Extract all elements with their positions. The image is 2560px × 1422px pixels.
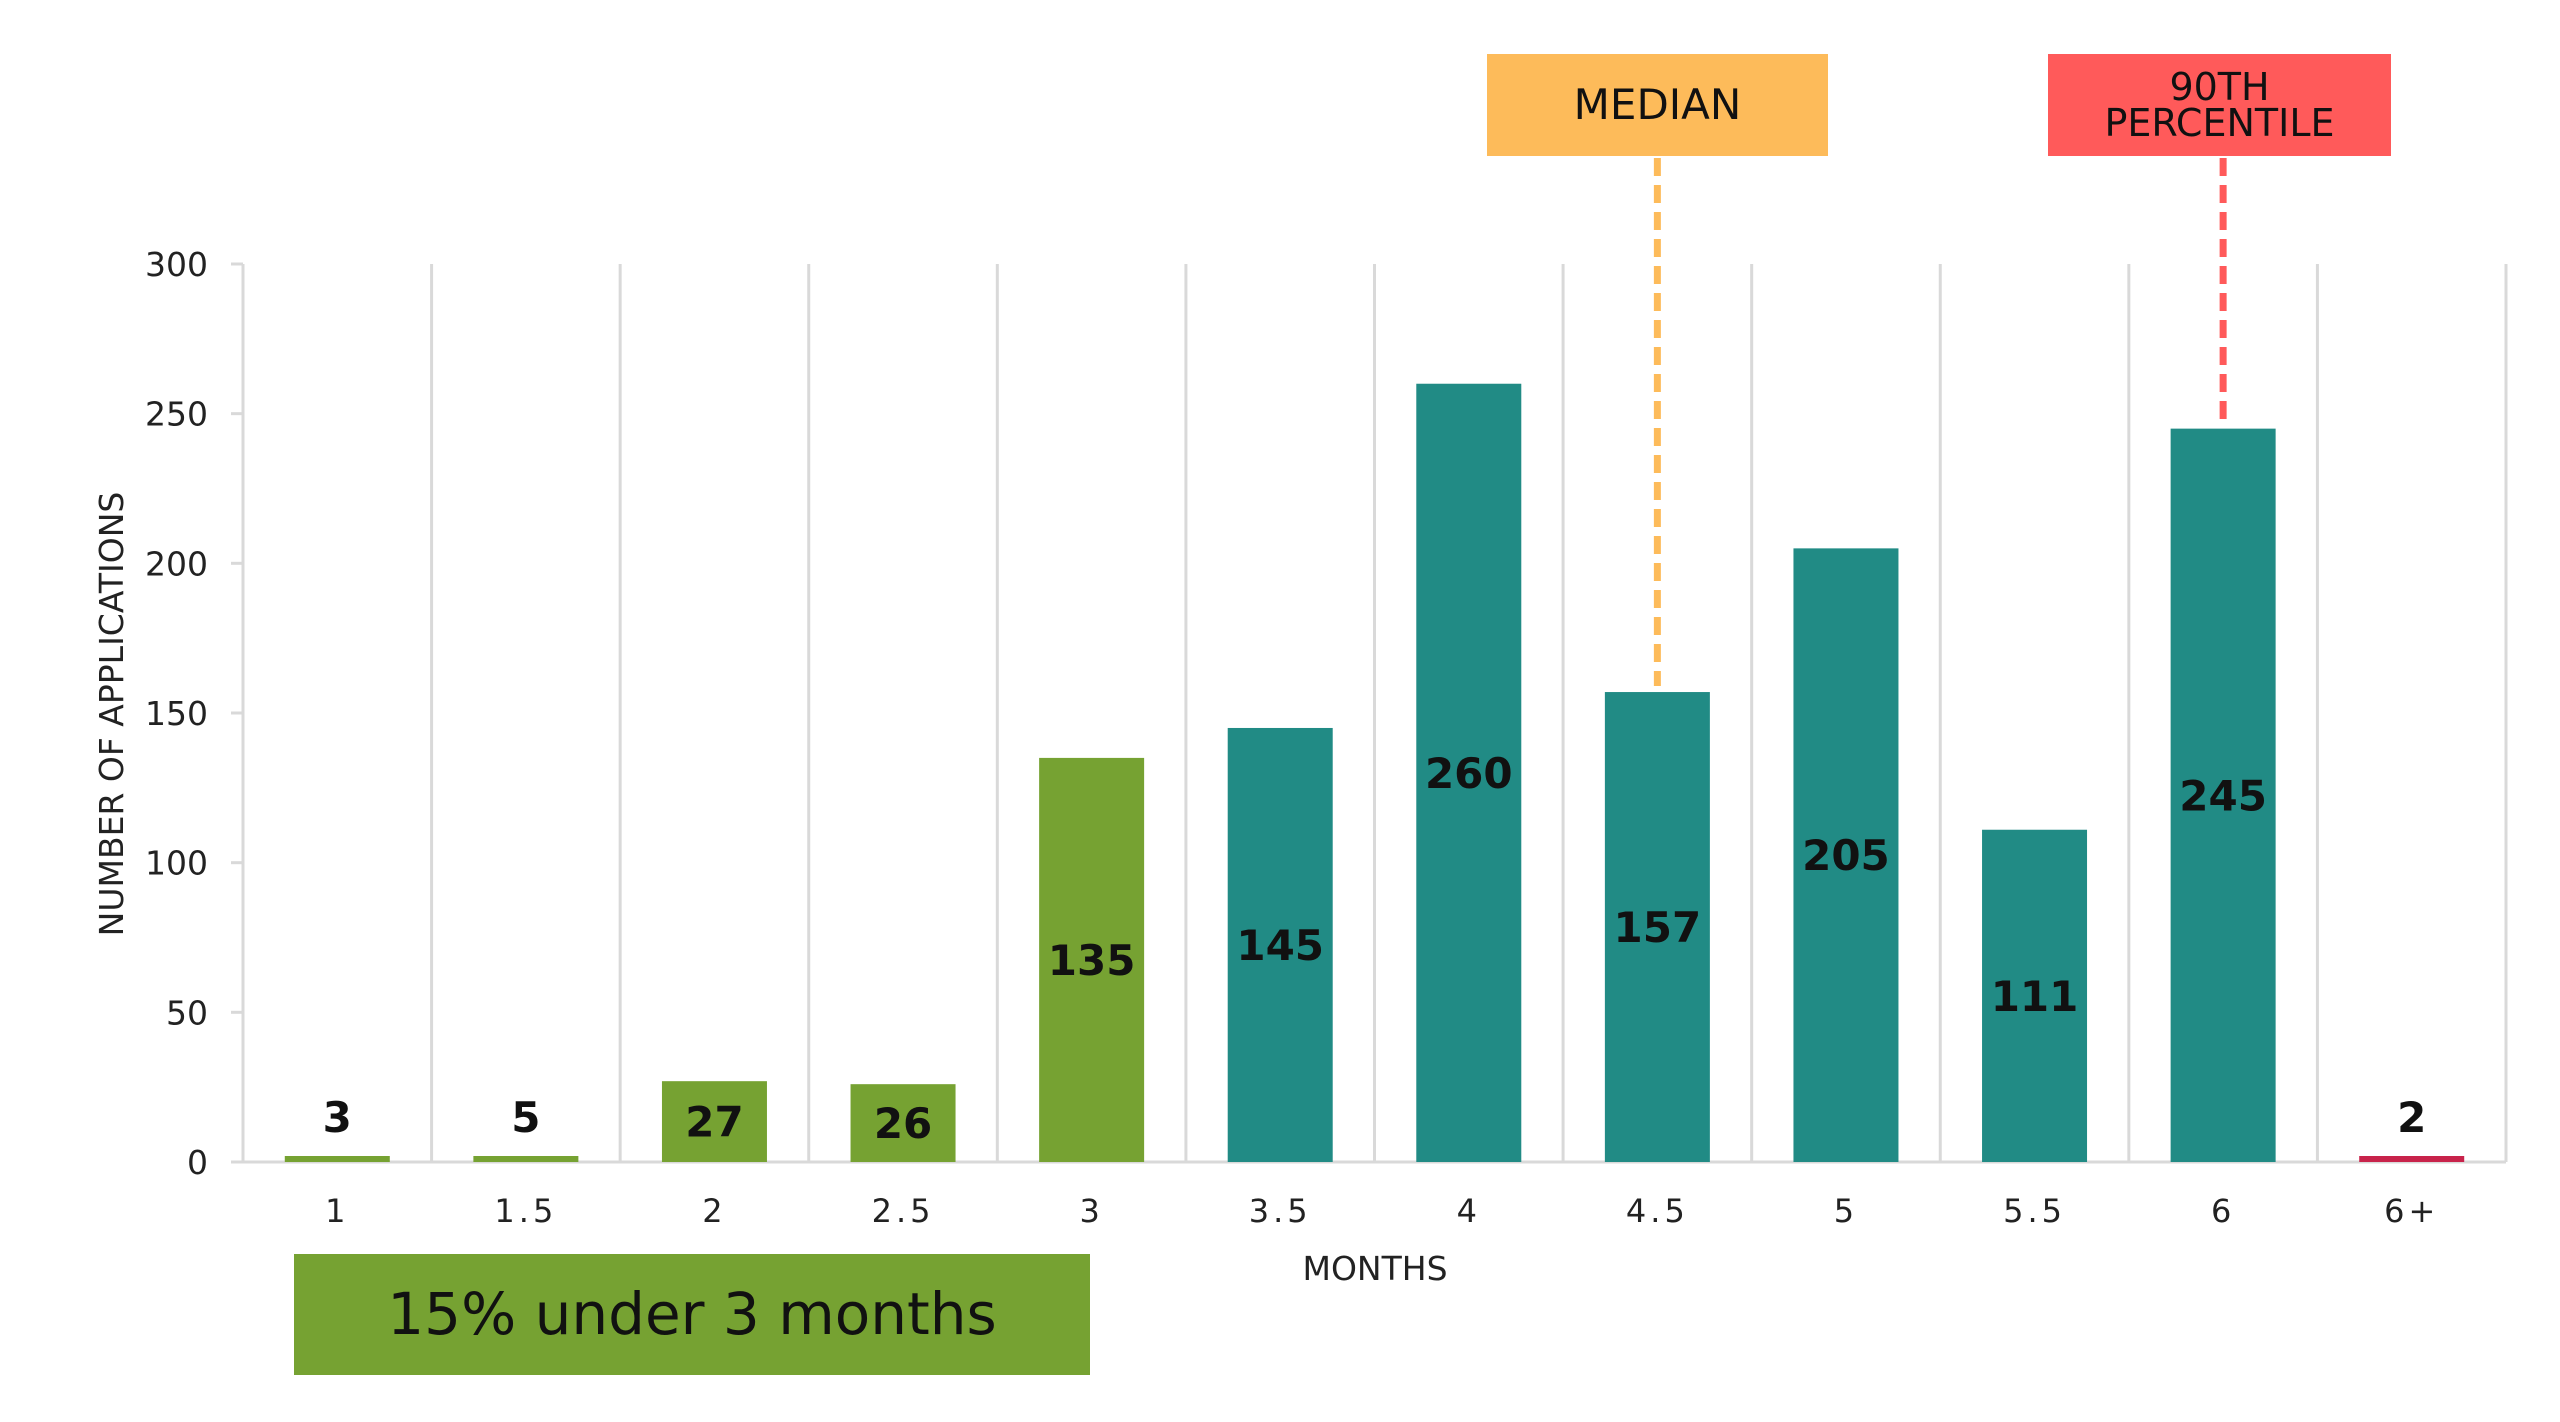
y-tick-label: 150 bbox=[145, 694, 208, 733]
data-label: 205 bbox=[1802, 831, 1890, 880]
bar bbox=[284, 1156, 390, 1162]
y-tick-label: 50 bbox=[166, 993, 208, 1032]
median-annotation: MEDIAN bbox=[1487, 54, 1828, 156]
y-tick-label: 250 bbox=[145, 395, 208, 434]
data-label: 111 bbox=[1991, 972, 2079, 1021]
data-label: 245 bbox=[2179, 771, 2267, 820]
data-label: 2 bbox=[2397, 1093, 2426, 1142]
data-label: 260 bbox=[1425, 749, 1513, 798]
data-label: 135 bbox=[1048, 936, 1136, 985]
x-tick-label: 5 bbox=[1834, 1192, 1858, 1230]
y-tick-label: 200 bbox=[145, 544, 208, 583]
x-tick-label: 2 bbox=[702, 1192, 726, 1230]
y-tick-label: 100 bbox=[145, 844, 208, 883]
data-label: 3 bbox=[323, 1093, 352, 1142]
y-tick-label: 300 bbox=[145, 245, 208, 284]
data-label: 157 bbox=[1614, 903, 1702, 952]
bar bbox=[1227, 727, 1333, 1162]
bar bbox=[473, 1156, 579, 1162]
x-tick-label: 3.5 bbox=[1249, 1192, 1312, 1230]
data-label: 27 bbox=[685, 1098, 743, 1147]
p90-annotation: 90TH PERCENTILE bbox=[2048, 54, 2391, 156]
data-label: 5 bbox=[511, 1093, 540, 1142]
bar bbox=[850, 1084, 956, 1162]
bar bbox=[1416, 383, 1522, 1162]
x-tick-label: 2.5 bbox=[872, 1192, 935, 1230]
x-tick-label: 4 bbox=[1457, 1192, 1481, 1230]
bar bbox=[1793, 548, 1899, 1162]
data-label: 145 bbox=[1236, 921, 1324, 970]
bar bbox=[2170, 428, 2276, 1163]
bar bbox=[1604, 692, 1710, 1162]
under-3-months-callout: 15% under 3 months bbox=[294, 1254, 1090, 1375]
y-tick-label: 0 bbox=[187, 1143, 208, 1182]
x-tick-label: 4.5 bbox=[1626, 1192, 1689, 1230]
x-tick-label: 3 bbox=[1079, 1192, 1103, 1230]
x-tick-label: 5.5 bbox=[2003, 1192, 2066, 1230]
bar bbox=[661, 1081, 767, 1162]
bar bbox=[2359, 1156, 2465, 1162]
x-tick-label: 6 bbox=[2211, 1192, 2235, 1230]
bar bbox=[1982, 829, 2088, 1162]
y-axis-title: NUMBER OF APPLICATIONS bbox=[92, 492, 131, 937]
x-tick-label: 1.5 bbox=[494, 1192, 557, 1230]
x-axis-title: MONTHS bbox=[1302, 1249, 1447, 1288]
x-tick-label: 1 bbox=[325, 1192, 349, 1230]
bar bbox=[1039, 757, 1145, 1162]
x-tick-label: 6+ bbox=[2384, 1192, 2439, 1230]
data-label: 26 bbox=[874, 1099, 932, 1148]
